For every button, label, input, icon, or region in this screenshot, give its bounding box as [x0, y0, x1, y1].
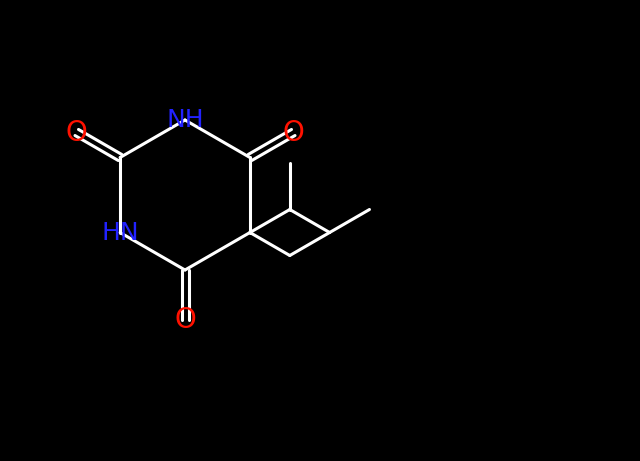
Text: HN: HN	[101, 220, 139, 244]
Text: NH: NH	[166, 108, 204, 132]
Text: O: O	[174, 306, 196, 334]
Text: O: O	[282, 118, 304, 147]
Text: O: O	[66, 118, 88, 147]
